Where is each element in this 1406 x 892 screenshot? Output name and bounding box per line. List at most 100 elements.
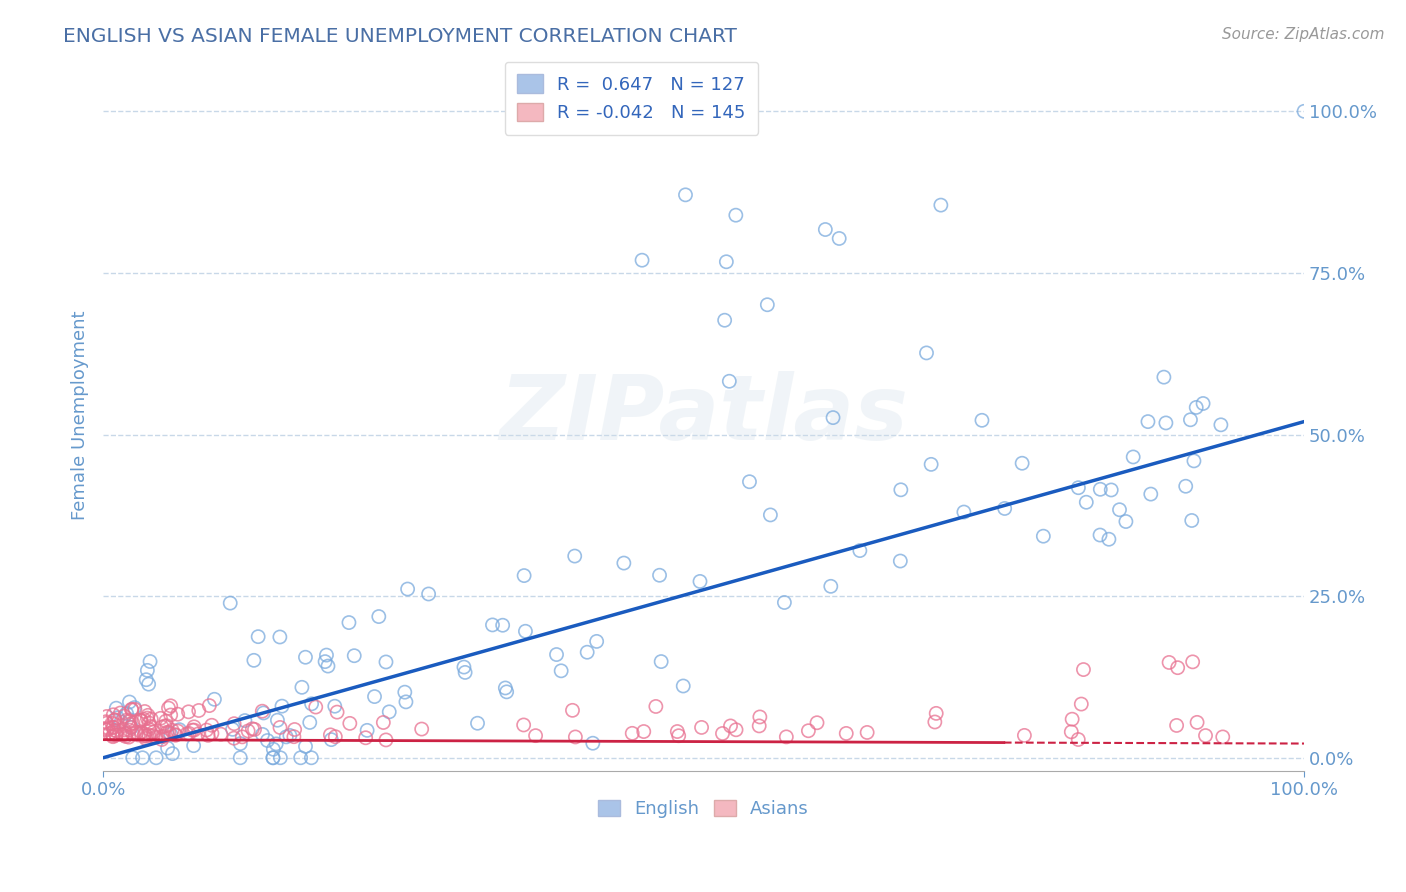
Point <box>395 695 418 709</box>
Point <box>141 712 163 726</box>
Point <box>155 714 177 729</box>
Point <box>104 713 127 727</box>
Point <box>633 724 655 739</box>
Point <box>278 729 301 743</box>
Point <box>1014 728 1036 742</box>
Point <box>136 664 159 678</box>
Point <box>375 655 398 669</box>
Point <box>138 728 160 742</box>
Point <box>915 346 938 360</box>
Point <box>229 751 252 765</box>
Point <box>94 714 117 729</box>
Point <box>1088 528 1111 542</box>
Point <box>1294 104 1316 119</box>
Point <box>136 708 159 723</box>
Point <box>122 716 145 731</box>
Point <box>112 709 135 723</box>
Point <box>115 706 138 721</box>
Point <box>139 655 162 669</box>
Point <box>925 706 948 721</box>
Point <box>756 298 779 312</box>
Point <box>135 731 157 746</box>
Point <box>177 705 200 719</box>
Point <box>96 709 118 723</box>
Point <box>149 711 172 725</box>
Point <box>1153 370 1175 384</box>
Point <box>138 715 160 730</box>
Point <box>118 723 141 737</box>
Point <box>1209 417 1232 432</box>
Point <box>222 731 245 746</box>
Point <box>118 714 141 728</box>
Point <box>394 685 416 699</box>
Point <box>1212 730 1234 744</box>
Point <box>103 707 125 722</box>
Point <box>585 634 607 648</box>
Point <box>1182 454 1205 468</box>
Point <box>305 700 328 714</box>
Point <box>183 739 205 753</box>
Point <box>644 699 666 714</box>
Point <box>856 725 879 739</box>
Point <box>481 618 503 632</box>
Point <box>294 650 316 665</box>
Point <box>1108 502 1130 516</box>
Point <box>367 609 389 624</box>
Point <box>198 698 221 713</box>
Point <box>221 723 243 737</box>
Point <box>121 702 143 716</box>
Point <box>1167 661 1189 675</box>
Point <box>166 724 188 739</box>
Legend: English, Asians: English, Asians <box>591 793 815 826</box>
Point <box>326 705 349 719</box>
Point <box>621 726 644 740</box>
Point <box>849 543 872 558</box>
Point <box>467 716 489 731</box>
Point <box>1070 697 1092 711</box>
Point <box>114 727 136 741</box>
Point <box>162 747 184 761</box>
Point <box>675 187 697 202</box>
Point <box>176 727 198 741</box>
Point <box>1067 481 1090 495</box>
Point <box>291 681 314 695</box>
Point <box>111 728 134 742</box>
Point <box>97 721 120 735</box>
Text: Source: ZipAtlas.com: Source: ZipAtlas.com <box>1222 27 1385 42</box>
Point <box>1192 396 1215 410</box>
Point <box>105 723 128 738</box>
Point <box>271 699 294 714</box>
Point <box>1062 712 1084 726</box>
Point <box>112 723 135 737</box>
Point <box>454 665 477 680</box>
Point <box>814 222 837 236</box>
Point <box>1180 413 1202 427</box>
Point <box>187 704 209 718</box>
Point <box>316 659 339 673</box>
Point <box>492 618 515 632</box>
Point <box>576 645 599 659</box>
Point <box>97 722 120 736</box>
Point <box>105 701 128 715</box>
Point <box>319 728 342 742</box>
Point <box>197 728 219 742</box>
Point <box>110 706 132 720</box>
Point <box>775 730 797 744</box>
Point <box>631 253 654 268</box>
Point <box>283 730 305 744</box>
Point <box>290 751 312 765</box>
Point <box>354 731 377 745</box>
Point <box>515 624 537 639</box>
Point <box>252 704 274 718</box>
Point <box>269 630 291 644</box>
Point <box>564 549 586 563</box>
Point <box>396 582 419 596</box>
Point <box>156 719 179 733</box>
Point <box>1076 495 1098 509</box>
Point <box>107 711 129 725</box>
Point <box>104 713 127 727</box>
Point <box>124 700 146 714</box>
Point <box>1185 401 1208 415</box>
Point <box>828 231 851 245</box>
Point <box>299 751 322 765</box>
